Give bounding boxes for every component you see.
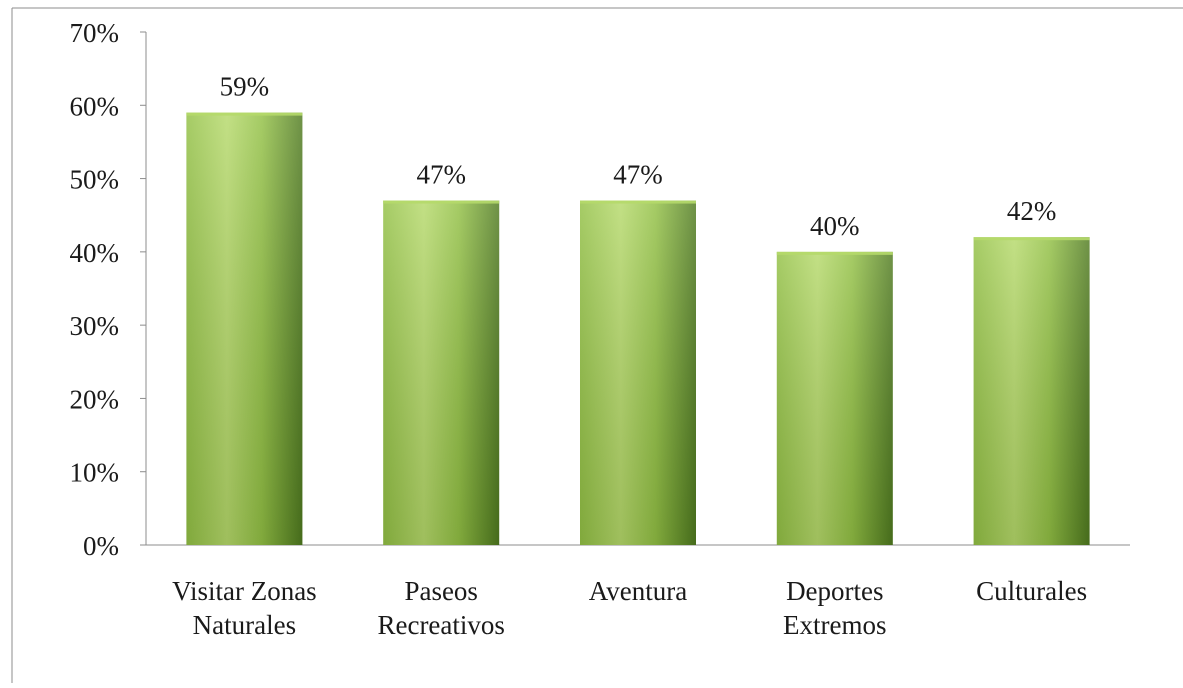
bars-group: 59% 47% 47% 40% 42% xyxy=(186,72,1090,546)
y-tick-label: 50% xyxy=(70,165,120,195)
x-category-label: Naturales xyxy=(193,610,296,640)
x-category-label: Paseos xyxy=(404,576,478,606)
bar-top-highlight xyxy=(383,200,500,204)
bar-top-highlight xyxy=(186,112,303,116)
y-tick-label: 70% xyxy=(70,18,120,48)
y-tick-label: 40% xyxy=(70,238,120,268)
bar-top-highlight xyxy=(580,200,696,204)
y-tick-label: 20% xyxy=(70,384,120,414)
x-category-label: Recreativos xyxy=(377,610,504,640)
data-label: 59% xyxy=(220,72,270,102)
bar-top-highlight xyxy=(973,237,1090,241)
y-tick-label: 30% xyxy=(70,311,120,341)
x-category-label: Aventura xyxy=(589,576,687,606)
bar-shading xyxy=(383,200,500,546)
x-category-label: Deportes xyxy=(786,576,883,606)
data-label: 42% xyxy=(1007,196,1057,226)
x-category-label: Visitar Zonas xyxy=(172,576,317,606)
y-tick-label: 0% xyxy=(83,531,119,561)
bar-top-highlight xyxy=(776,251,893,255)
x-axis-labels: Visitar Zonas Naturales Paseos Recreativos A… xyxy=(172,576,1087,640)
y-tick-label: 60% xyxy=(70,91,120,121)
y-tick-label: 10% xyxy=(70,458,120,488)
data-label: 47% xyxy=(416,160,466,190)
bar-shading xyxy=(186,112,303,545)
x-category-label: Extremos xyxy=(783,610,886,640)
data-label: 47% xyxy=(613,160,663,190)
bar-shading xyxy=(776,251,893,545)
x-category-label: Culturales xyxy=(976,576,1087,606)
bar-shading xyxy=(973,237,1090,545)
data-label: 40% xyxy=(810,211,860,241)
y-axis-ticks: 0% 10% 20% 30% 40% 50% 60% 70% xyxy=(70,18,146,561)
bar-shading xyxy=(580,200,696,546)
